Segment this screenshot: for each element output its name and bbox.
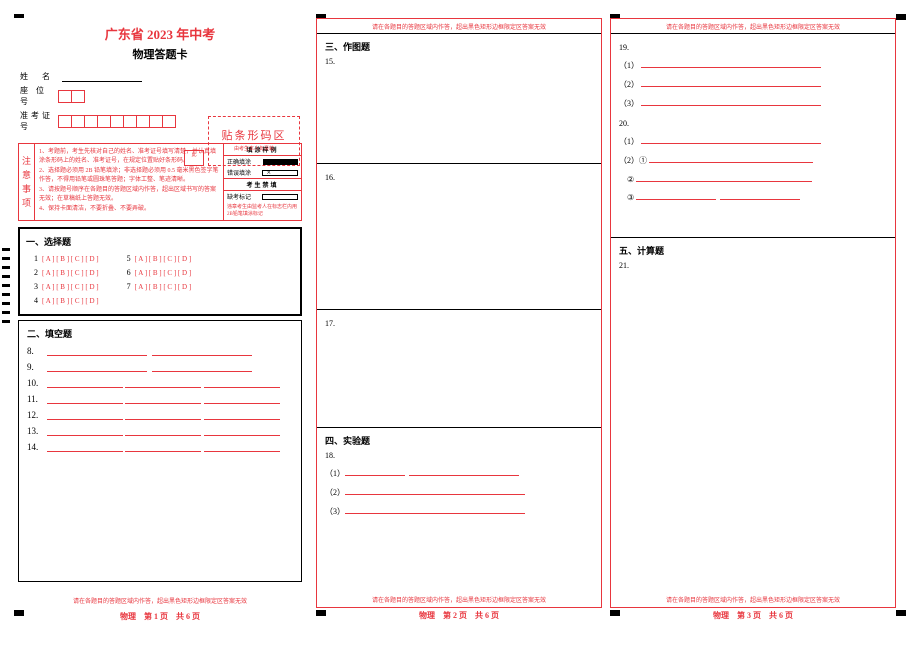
mcq-col2: 5[ A ] [ B ] [ C ] [ D ] 6[ A ] [ B ] [ … <box>119 252 192 308</box>
notice-label: 注意事项 <box>19 144 35 220</box>
sample-note: 违章考生由监考人在标志栏内用2B铅笔填涂标记 <box>224 202 301 220</box>
barcode-title: 贴条形码区 <box>209 127 299 143</box>
q21: 21. <box>619 261 887 270</box>
page-num-3: 物理 第 3 页 共 6 页 <box>611 610 895 621</box>
experiment-header: 四、实验题 <box>325 434 593 447</box>
q20: 20. <box>619 119 887 128</box>
seat-box[interactable] <box>58 90 72 103</box>
sheet-container: 广东省 2023 年中考 物理答题卡 姓 名 座 位 号 准考证号 贴条形码区 … <box>0 0 920 618</box>
extra-box: 此 <box>184 150 204 166</box>
name-label: 姓 名 <box>20 71 58 82</box>
q15: 15. <box>325 57 593 66</box>
corner-mark <box>896 610 906 616</box>
exam-title: 广东省 2023 年中考 <box>12 24 308 43</box>
warn-bottom: 请在各题目的答题区域内作答，超出黑色矩形边框限定区答案无效 <box>317 595 601 604</box>
warn-bottom: 请在各题目的答题区域内作答，超出黑色矩形边框限定区答案无效 <box>611 595 895 604</box>
q19: 19. <box>619 43 887 52</box>
q17-area[interactable]: 17. <box>317 309 601 427</box>
barcode-sub: 由考生本人负责粘 <box>209 145 299 152</box>
examno-label: 准考证号 <box>20 110 58 132</box>
q16: 16. <box>325 173 593 182</box>
q17: 17. <box>325 319 593 328</box>
corner-mark <box>896 14 906 20</box>
q16-area[interactable]: 16. <box>317 163 601 309</box>
warn-top: 请在各题目的答题区域内作答，超出黑色矩形边框限定区答案无效 <box>611 22 895 31</box>
seat-label: 座 位 号 <box>20 85 58 107</box>
q19-area: 19. （1） （2） （3） 20. （1） （2）① ② ③ <box>611 33 895 237</box>
exam-subtitle: 物理答题卡 <box>12 46 308 62</box>
mcq-col1: 1[ A ] [ B ] [ C ] [ D ] 2[ A ] [ B ] [ … <box>26 252 99 308</box>
panel-1: 广东省 2023 年中考 物理答题卡 姓 名 座 位 号 准考证号 贴条形码区 … <box>12 18 308 608</box>
panel-2: 请在各题目的答题区域内作答，超出黑色矩形边框限定区答案无效 三、作图题 15. … <box>316 18 602 608</box>
mcq-section: 一、选择题 1[ A ] [ B ] [ C ] [ D ] 2[ A ] [ … <box>18 227 302 316</box>
name-field[interactable] <box>62 71 142 82</box>
fill-section: 二、填空题 8. 9. 10. 11. 12. 13. 14. <box>18 320 302 582</box>
page-num-2: 物理 第 2 页 共 6 页 <box>317 610 601 621</box>
page-num-1: 物理 第 1 页 共 6 页 <box>12 611 308 622</box>
calc-header: 五、计算题 <box>619 244 887 257</box>
section-drawing: 三、作图题 15. <box>317 33 601 163</box>
panel-3: 请在各题目的答题区域内作答，超出黑色矩形边框限定区答案无效 19. （1） （2… <box>610 18 896 608</box>
forbid-header: 考生禁填 <box>224 178 301 191</box>
student-info: 姓 名 座 位 号 准考证号 贴条形码区 由考生本人负责粘 此 <box>12 62 308 139</box>
section-calc: 五、计算题 21. <box>611 237 895 557</box>
barcode-area: 贴条形码区 由考生本人负责粘 <box>208 116 300 166</box>
q18: 18. <box>325 451 593 460</box>
absent-mark-icon <box>262 194 299 200</box>
align-marks <box>2 248 10 329</box>
fill-header: 二、填空题 <box>27 327 293 340</box>
examno-box[interactable] <box>58 115 72 128</box>
seat-box[interactable] <box>71 90 85 103</box>
section-experiment: 四、实验题 18. （1） （2） （3） <box>317 427 601 517</box>
fill-wrong-icon <box>262 170 299 176</box>
warn-bottom: 请在各题目的答题区域内作答，超出黑色矩形边框限定区答案无效 <box>12 596 308 605</box>
drawing-header: 三、作图题 <box>325 40 593 53</box>
warn-top: 请在各题目的答题区域内作答，超出黑色矩形边框限定区答案无效 <box>317 22 601 31</box>
mcq-header: 一、选择题 <box>26 235 294 248</box>
